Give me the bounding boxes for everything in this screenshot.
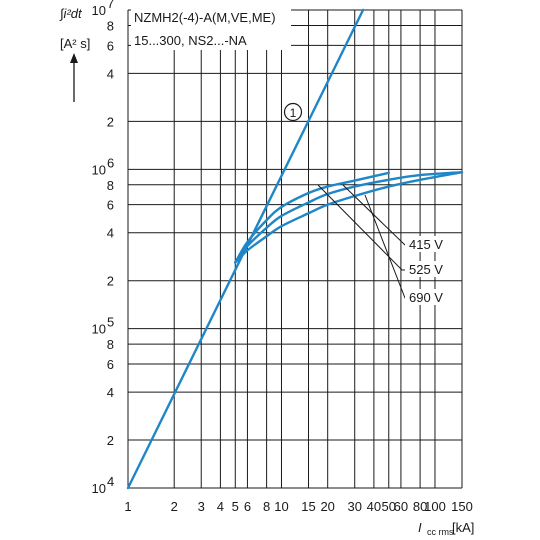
y-tick-label: 6 [107, 38, 114, 53]
x-tick-label: 2 [171, 499, 178, 514]
x-tick-label: 6 [244, 499, 251, 514]
y-tick-label: 2 [107, 274, 114, 289]
y-tick-label: 2 [107, 433, 114, 448]
y-tick-exponent: 7 [107, 0, 114, 11]
voltage-labels: 415 V 525 V 690 V [405, 236, 445, 305]
x-tick-label: 3 [198, 499, 205, 514]
y-tick-label: 10 [92, 3, 106, 18]
x-tick-label: 30 [347, 499, 361, 514]
y-tick-exponent: 5 [107, 315, 114, 330]
device-annotation-line1: NZMH2(-4)-A(M,VE,ME) [134, 10, 276, 25]
leader-525v [317, 184, 445, 271]
y-tick-label: 6 [107, 198, 114, 213]
y-axis-label-integral: ∫i²dt [59, 6, 83, 21]
y-tick-label: 10 [92, 481, 106, 496]
y-tick-label: 4 [107, 385, 114, 400]
series-415v [234, 171, 390, 264]
x-tick-label: 40 [367, 499, 381, 514]
x-tick-label: 1 [124, 499, 131, 514]
grid-layer [127, 8, 463, 489]
series-1-marker-label: 1 [290, 106, 297, 120]
x-axis-label-unit: [kA] [452, 520, 474, 535]
label-415v: 415 V [409, 237, 443, 252]
up-arrow-icon [70, 53, 78, 102]
y-tick-exponent: 6 [107, 155, 114, 170]
y-tick-label: 10 [92, 162, 106, 177]
y-tick-label: 8 [107, 18, 114, 33]
series-690v [234, 170, 464, 264]
series-1-marker: 1 [283, 102, 303, 122]
x-tick-label: 8 [263, 499, 270, 514]
x-tick-label: 20 [320, 499, 334, 514]
y-tick-exponent: 4 [107, 474, 114, 489]
x-tick-label: 150 [451, 499, 473, 514]
y-tick-label: 4 [107, 66, 114, 81]
label-690v: 690 V [409, 290, 443, 305]
y-tick-label: 2 [107, 114, 114, 129]
x-tick-label: 100 [424, 499, 446, 514]
x-axis-label-symbol: I [418, 520, 422, 535]
series-525v [234, 170, 464, 264]
curve-layer [126, 8, 464, 490]
x-tick-label: 5 [232, 499, 239, 514]
y-tick-label: 8 [107, 178, 114, 193]
y-axis-label-unit: [A² s] [60, 36, 90, 51]
y-tick-label: 8 [107, 337, 114, 352]
x-tick-label: 15 [301, 499, 315, 514]
y-tick-label: 4 [107, 226, 114, 241]
device-annotation-line2: 15...300, NS2...-NA [134, 33, 247, 48]
x-axis-label-subscript: cc rms [427, 527, 454, 537]
annotation-box [131, 8, 291, 50]
x-tick-label: 60 [394, 499, 408, 514]
x-axis-label: I cc rms [kA] [418, 520, 474, 537]
y-tick-label: 10 [92, 322, 106, 337]
y-tick-label: 6 [107, 357, 114, 372]
x-tick-label: 4 [217, 499, 224, 514]
x-tick-label: 50 [382, 499, 396, 514]
x-tick-label: 10 [274, 499, 288, 514]
label-525v: 525 V [409, 262, 443, 277]
x-tick-label: 80 [413, 499, 427, 514]
